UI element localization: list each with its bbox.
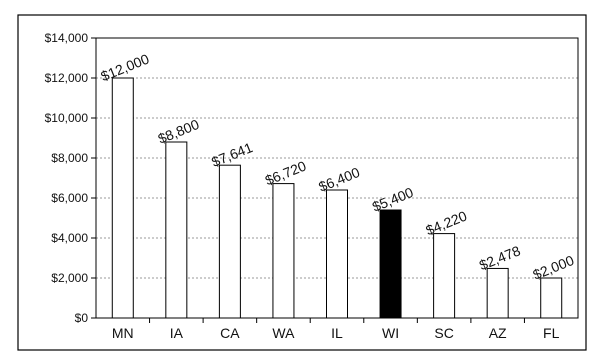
bars xyxy=(111,77,563,319)
y-tick-label: $0 xyxy=(75,311,89,325)
x-tick-label-wa: WA xyxy=(272,325,295,341)
x-tick-label-ia: IA xyxy=(170,325,184,341)
y-tick-label: $6,000 xyxy=(51,191,88,205)
x-tick-label-il: IL xyxy=(331,325,343,341)
bar-mn xyxy=(111,77,134,319)
bar-il xyxy=(326,189,348,319)
bar-az xyxy=(486,267,509,319)
chart-frame xyxy=(17,14,587,351)
x-tick-label-fl: FL xyxy=(543,325,560,341)
x-tick-label-sc: SC xyxy=(434,325,453,341)
plot-area-border xyxy=(95,37,579,319)
y-tick-label: $2,000 xyxy=(51,271,88,285)
y-tick-label: $14,000 xyxy=(45,31,89,45)
bar-wa xyxy=(272,183,295,319)
bar-fl xyxy=(540,277,563,319)
x-tick-label-mn: MN xyxy=(112,325,134,341)
bar-wi xyxy=(379,209,402,319)
y-tick-label: $10,000 xyxy=(45,111,89,125)
x-tick-label-az: AZ xyxy=(489,325,507,341)
bar-sc xyxy=(433,233,456,319)
x-tick-label-ca: CA xyxy=(220,325,240,341)
y-tick-label: $8,000 xyxy=(51,151,88,165)
x-tick-label-wi: WI xyxy=(382,325,399,341)
bar-ca xyxy=(218,164,241,319)
y-axis-tick-labels: $0 $2,000 $4,000 $6,000 $8,000 $10,000 $12,000… xyxy=(45,31,96,325)
bar-ia xyxy=(165,141,188,319)
y-tick-label: $4,000 xyxy=(51,231,88,245)
x-axis-category-labels: MN IA CA WA IL WI SC AZ FL xyxy=(112,318,560,341)
y-tick-label: $12,000 xyxy=(45,71,89,85)
axes xyxy=(95,37,579,319)
